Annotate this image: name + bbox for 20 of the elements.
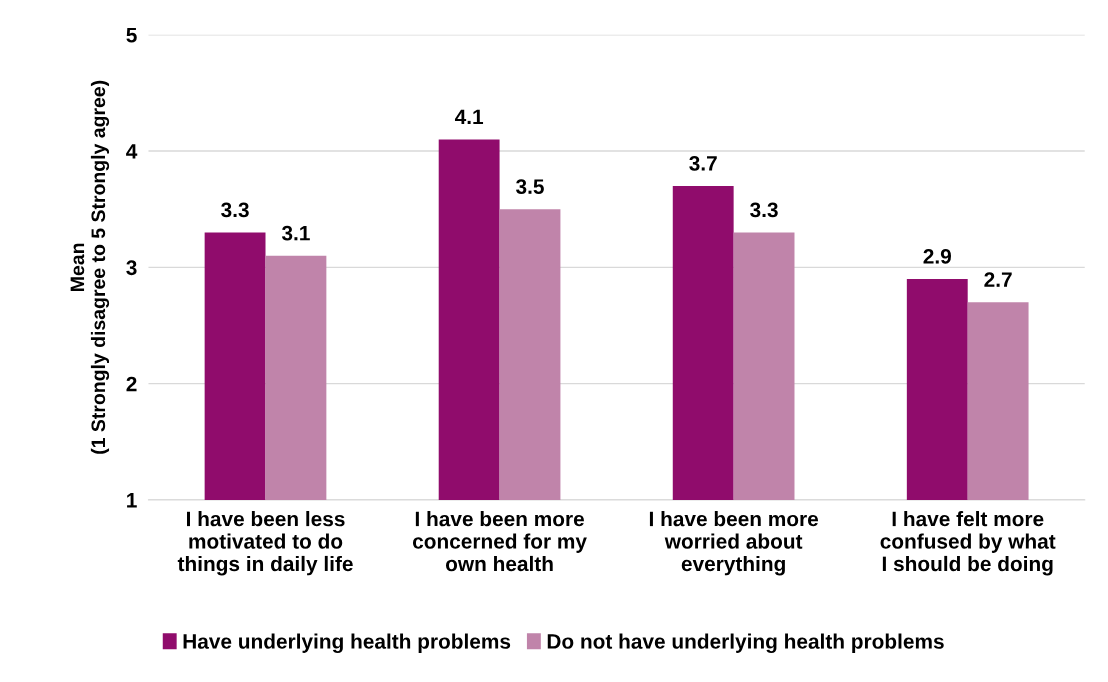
data-label: 3.7 (689, 155, 717, 171)
data-label: 3.5 (516, 179, 544, 194)
data-label: 3.3 (221, 202, 249, 218)
data-label: 3.1 (281, 225, 310, 241)
x-tick-label: I have felt more confused by what I should be doing (880, 511, 1056, 576)
y-tick-label: 1 (127, 493, 137, 508)
data-label: 2.9 (923, 248, 951, 264)
x-tick-label: I have been more concerned for my own health (412, 511, 587, 572)
legend-label: Have underlying health problems (183, 633, 511, 654)
x-tick-label: I have been less motivated to do things in daily life (177, 511, 353, 576)
data-label: 4.1 (454, 109, 484, 124)
y-tick-label: 5 (126, 28, 137, 43)
x-tick-label: I have been more worried about everything (649, 511, 819, 576)
y-axis-title: Mean (1 Strongly disagree to 5 Strongly agree) (70, 80, 110, 454)
data-label: 2.7 (984, 272, 1012, 287)
y-tick-label: 2 (126, 376, 137, 392)
legend-label: Do not have underlying health problems (547, 633, 944, 654)
data-label: 3.3 (750, 202, 778, 218)
y-tick-label: 4 (126, 144, 138, 159)
y-tick-label: 3 (126, 260, 137, 276)
